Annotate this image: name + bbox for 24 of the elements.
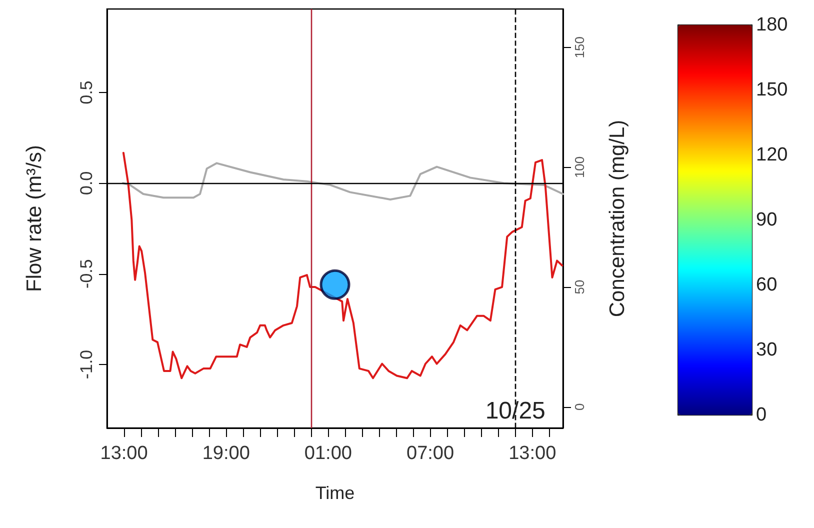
- x-tick-label: 13:00: [508, 443, 556, 464]
- color-bar-label: 60: [756, 274, 778, 296]
- y-tick-label: 0.0: [77, 171, 96, 195]
- y-tick-label: -0.5: [77, 259, 96, 288]
- ref-line-label: 10/25: [485, 398, 546, 424]
- y2-tick-label: 0: [572, 403, 587, 411]
- y2-tick-label: 150: [572, 36, 587, 58]
- color-bar-label: 180: [756, 14, 788, 36]
- color-bar-label: 150: [756, 80, 788, 100]
- color-bar-label: 0: [756, 404, 767, 426]
- y2-axis-title: Concentration (mg/L): [606, 120, 629, 318]
- x-tick-label: 01:00: [304, 443, 352, 464]
- x-axis-title: Time: [315, 483, 355, 503]
- color-bar-label: 120: [756, 144, 788, 166]
- color-bar-label: 30: [756, 340, 778, 360]
- y-tick-label: -1.0: [77, 350, 96, 380]
- y2-tick-label: 100: [572, 156, 587, 178]
- x-tick-label: 13:00: [100, 443, 148, 464]
- x-tick-label: 19:00: [202, 443, 250, 464]
- y-axis-title: Flow rate (m³/s): [23, 145, 46, 292]
- color-bar-label: 90: [756, 210, 778, 230]
- y-tick-label: 0.5: [77, 80, 96, 104]
- x-tick-label: 07:00: [406, 443, 454, 464]
- y2-tick-label: 50: [572, 280, 587, 294]
